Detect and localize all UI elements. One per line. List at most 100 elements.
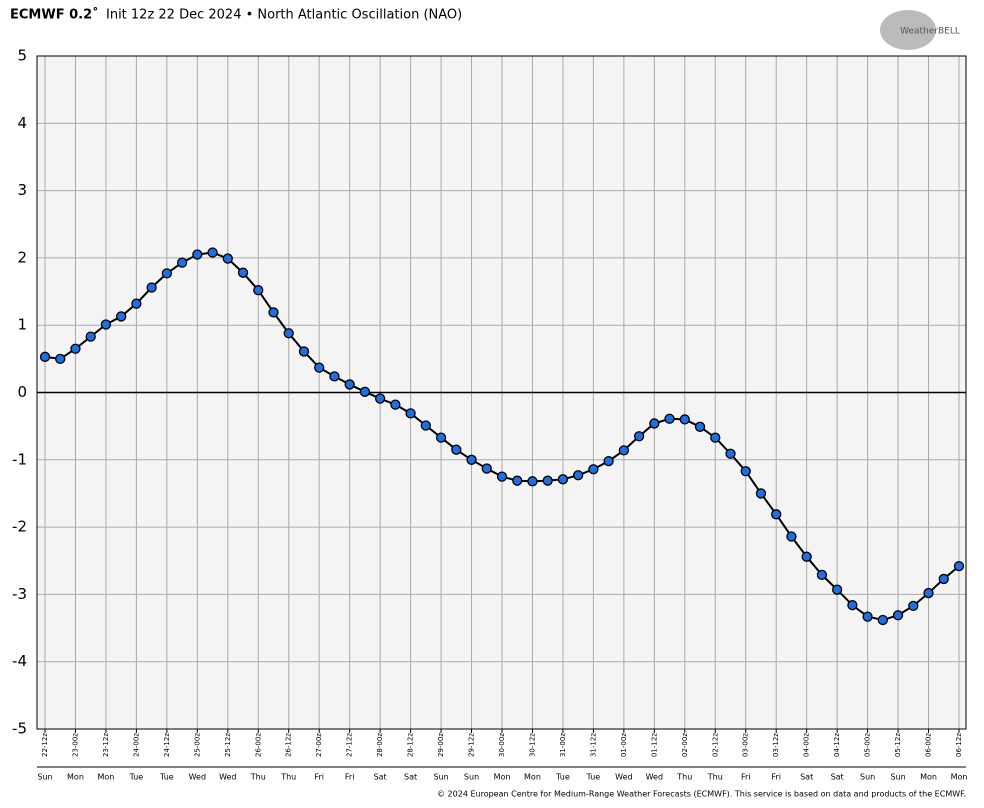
day-label: Mon [951, 773, 968, 782]
x-tick-label: 31-00z [559, 733, 567, 757]
logo: WeatherBELL [900, 27, 960, 37]
day-label: Tue [555, 773, 570, 782]
x-tick-label: 06-12z [955, 733, 963, 757]
y-tick-label: 1 [17, 316, 27, 334]
day-label: Thu [280, 773, 296, 782]
day-label: Wed [219, 773, 236, 782]
day-label: Mon [524, 773, 541, 782]
point [55, 353, 66, 365]
x-tick-label: 06-00z [925, 733, 933, 757]
point [70, 343, 81, 354]
point [603, 455, 614, 467]
point [755, 488, 767, 499]
day-label: Sun [37, 773, 52, 782]
point [359, 386, 371, 397]
y-tick-label: 4 [17, 114, 27, 132]
point [451, 444, 462, 455]
point [862, 611, 873, 622]
point [573, 470, 584, 481]
point [740, 466, 751, 477]
y-tick-label: -1 [12, 450, 27, 468]
day-label: Fri [345, 773, 355, 782]
point [116, 311, 127, 322]
day-label: Wed [646, 773, 663, 782]
x-tick-label: 03-00z [742, 733, 750, 757]
point [588, 464, 599, 475]
day-label: Tue [586, 773, 601, 782]
day-label: Fri [741, 773, 751, 782]
point [953, 560, 965, 572]
point [649, 418, 660, 429]
point [207, 247, 218, 258]
day-label: Tue [129, 773, 144, 782]
point [664, 413, 675, 424]
x-tick-label: 31-12z [589, 733, 597, 757]
x-tick-label: 27-00z [315, 733, 323, 757]
point [542, 475, 553, 486]
point [694, 421, 706, 432]
point [146, 282, 157, 293]
day-label: Thu [707, 773, 723, 782]
plot-border [36, 55, 967, 730]
day-label: Wed [189, 773, 206, 782]
point [420, 420, 431, 431]
x-tick-label: 24-00z [132, 733, 140, 757]
day-label: Mon [97, 773, 114, 782]
logo-mark [880, 10, 936, 50]
point [161, 268, 173, 279]
y-tick-label: 2 [17, 248, 27, 266]
day-label: Sat [831, 773, 844, 782]
y-tick-label: -4 [12, 652, 27, 670]
x-tick-label: 25-00z [193, 733, 201, 757]
x-tick-label: 04-00z [803, 733, 811, 757]
point [816, 569, 828, 581]
point [131, 298, 142, 309]
day-label: Sun [433, 773, 448, 782]
point [298, 346, 310, 357]
point [771, 509, 782, 520]
day-label: Sun [860, 773, 875, 782]
point [786, 531, 797, 542]
y-tick-label: -3 [12, 585, 27, 603]
day-label: Sun [464, 773, 479, 782]
point [314, 362, 325, 373]
point [801, 551, 812, 562]
x-tick-label: 26-12z [285, 733, 293, 757]
point [39, 351, 51, 362]
point [908, 600, 919, 611]
y-tick-label: -2 [12, 518, 27, 536]
point [938, 573, 949, 585]
point [237, 267, 249, 278]
x-tick-label: 30-00z [498, 733, 506, 757]
x-tick-label: 28-12z [407, 733, 415, 757]
point [512, 475, 523, 486]
y-tick-label: 0 [17, 383, 27, 401]
point [390, 399, 401, 410]
day-label: Mon [920, 773, 937, 782]
chart-title-bold: ECMWF 0.2˚ [10, 7, 99, 23]
x-tick-label: 03-12z [772, 733, 780, 757]
x-tick-label: 23-00z [71, 733, 79, 757]
x-tick-label: 02-12z [711, 733, 719, 757]
point [85, 331, 96, 342]
point [892, 610, 904, 621]
point [192, 249, 203, 260]
point [405, 408, 416, 419]
point [466, 454, 477, 465]
point [481, 463, 492, 474]
point [831, 584, 843, 595]
x-tick-label: 05-12z [894, 733, 902, 757]
point [344, 379, 355, 390]
point [374, 393, 386, 404]
day-label: Mon [494, 773, 511, 782]
point [633, 431, 645, 442]
day-label: Thu [250, 773, 266, 782]
x-tick-label: 23-12z [102, 733, 110, 757]
point [923, 587, 934, 599]
x-tick-label: 26-00z [254, 733, 262, 757]
point [283, 328, 294, 339]
y-tick-label: -5 [12, 720, 27, 738]
y-tick-label: 5 [17, 47, 27, 65]
x-tick-label: 01-00z [620, 733, 628, 757]
